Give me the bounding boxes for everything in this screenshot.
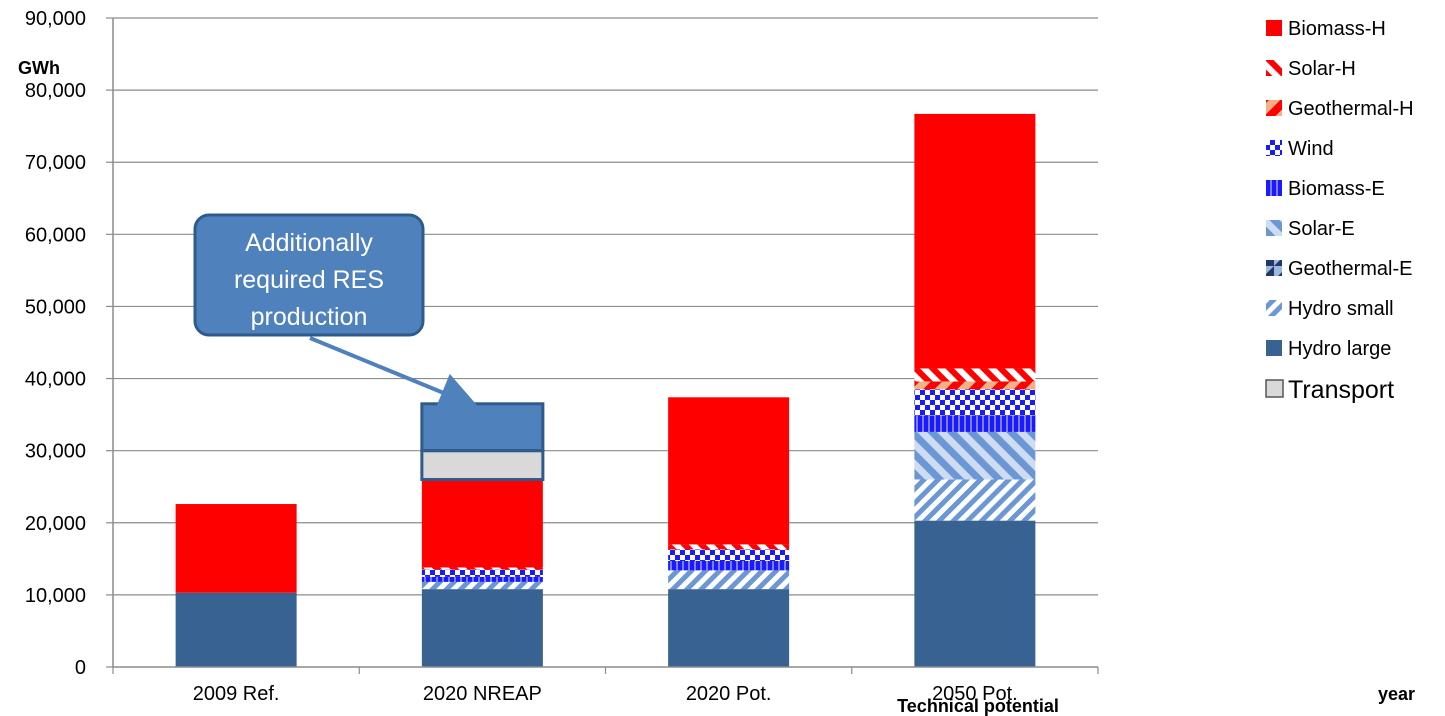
y-tick-label: 80,000 bbox=[25, 80, 86, 102]
legend-swatch bbox=[1266, 260, 1282, 276]
callout-text-line: Additionally bbox=[245, 229, 373, 257]
x-tick-label: 2020 NREAP bbox=[423, 683, 542, 705]
callout: Additionally required RES production bbox=[193, 213, 480, 411]
legend-label: Solar-E bbox=[1288, 218, 1355, 240]
bar-segment bbox=[914, 113, 1036, 369]
bar-segment bbox=[421, 478, 543, 568]
legend-swatch bbox=[1266, 180, 1282, 196]
bar-segment bbox=[421, 567, 543, 570]
legend: Biomass-H Solar-H Geothermal-H Wind Biomass-… bbox=[1265, 18, 1414, 404]
bar-segment bbox=[668, 570, 790, 590]
legend-label: Solar-H bbox=[1288, 58, 1356, 80]
bar-segment bbox=[668, 397, 790, 545]
y-tick-label: 0 bbox=[75, 657, 86, 679]
axes bbox=[112, 18, 1099, 674]
bar-segment bbox=[914, 381, 1036, 390]
legend-label: Transport bbox=[1288, 376, 1394, 404]
bar-segment bbox=[668, 560, 790, 571]
legend-swatch bbox=[1265, 379, 1284, 398]
y-axis-ticks: 0 10,000 20,000 30,000 40,000 50,000 60,000 70,… bbox=[25, 8, 113, 679]
bars bbox=[175, 113, 1036, 667]
bar-segment bbox=[421, 569, 543, 577]
legend-label: Geothermal-E bbox=[1288, 258, 1413, 280]
bar-segment bbox=[421, 576, 543, 582]
legend-swatch bbox=[1266, 100, 1282, 116]
y-tick-label: 10,000 bbox=[25, 585, 86, 607]
bar-segment bbox=[668, 544, 790, 550]
legend-swatch bbox=[1266, 340, 1282, 356]
bar-segment bbox=[421, 449, 543, 479]
bar-segment bbox=[175, 592, 297, 667]
y-tick-label: 90,000 bbox=[25, 8, 86, 30]
legend-label: Hydro large bbox=[1288, 338, 1391, 360]
unit-label: GWh bbox=[18, 58, 60, 78]
x-axis-labels: 2009 Ref. 2020 NREAP 2020 Pot. 2050 Pot. bbox=[193, 683, 1018, 705]
transport-outline bbox=[420, 449, 545, 482]
y-tick-label: 70,000 bbox=[25, 152, 86, 174]
bar-segment bbox=[668, 549, 790, 561]
bar-segment bbox=[914, 415, 1036, 432]
callout-text-line: production bbox=[251, 303, 368, 331]
x-axis-title: year bbox=[1378, 684, 1415, 704]
bar-segment bbox=[421, 581, 543, 590]
legend-label: Wind bbox=[1288, 138, 1334, 160]
legend-swatch bbox=[1266, 220, 1282, 236]
y-tick-label: 30,000 bbox=[25, 441, 86, 463]
legend-swatch bbox=[1266, 300, 1282, 316]
legend-swatch bbox=[1266, 60, 1282, 76]
x-tick-label: 2020 Pot. bbox=[686, 683, 772, 705]
legend-label: Hydro small bbox=[1288, 298, 1394, 320]
callout-text-line: required RES bbox=[234, 266, 384, 294]
category-note: Technical potential bbox=[897, 696, 1059, 716]
callout-arrow bbox=[309, 336, 480, 411]
legend-label: Biomass-E bbox=[1288, 178, 1385, 200]
callout-box bbox=[193, 213, 425, 337]
bar-segment bbox=[421, 589, 543, 667]
y-tick-label: 40,000 bbox=[25, 369, 86, 391]
bar-segment bbox=[914, 389, 1036, 416]
legend-label: Geothermal-H bbox=[1288, 98, 1414, 120]
legend-label: Biomass-H bbox=[1288, 18, 1386, 40]
x-tick-label: 2009 Ref. bbox=[193, 683, 280, 705]
y-tick-label: 60,000 bbox=[25, 224, 86, 246]
bar-segment bbox=[914, 520, 1036, 667]
x-tick-label: 2050 Pot. bbox=[932, 683, 1018, 705]
y-tick-label: 50,000 bbox=[25, 296, 86, 318]
legend-swatch bbox=[1266, 20, 1282, 36]
bar-segment bbox=[914, 431, 1036, 480]
legend-swatch bbox=[1266, 140, 1282, 156]
bar-segment bbox=[175, 504, 297, 593]
additional-required-bar bbox=[420, 402, 545, 453]
bar-segment bbox=[914, 479, 1036, 521]
y-tick-label: 20,000 bbox=[25, 513, 86, 535]
bar-segment bbox=[914, 368, 1036, 382]
bar-segment bbox=[668, 589, 790, 667]
